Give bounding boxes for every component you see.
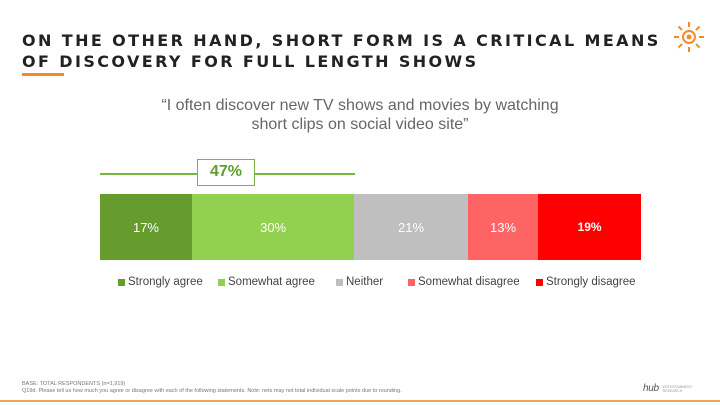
legend-swatch bbox=[408, 278, 415, 286]
legend-item: Somewhat agree bbox=[218, 276, 315, 288]
sun-icon bbox=[674, 22, 704, 52]
legend-swatch bbox=[536, 278, 543, 286]
bar-segment-strongly-disagree: 19% bbox=[538, 194, 641, 260]
bar-segment-somewhat-agree: 30% bbox=[191, 194, 355, 260]
legend-label: Somewhat disagree bbox=[418, 276, 520, 288]
title-underline bbox=[22, 73, 64, 76]
data-label: 19% bbox=[577, 220, 602, 234]
footnote-question: Q19d. Please tell us how much you agree … bbox=[22, 388, 402, 394]
data-label: 21% bbox=[398, 219, 425, 235]
survey-quote: “I often discover new TV shows and movie… bbox=[161, 97, 559, 133]
bar-segment-somewhat-disagree: 13% bbox=[467, 194, 539, 260]
bottom-rule bbox=[0, 400, 720, 402]
legend-item: Somewhat disagree bbox=[408, 276, 520, 288]
chart-legend: Strongly agree Somewhat agree Neither Somew… bbox=[118, 276, 678, 290]
brand-subtitle: ENTERTAINMENT RESEARCH bbox=[662, 384, 693, 393]
brand-logo: hub ENTERTAINMENT RESEARCH bbox=[643, 383, 693, 394]
legend-item: Strongly agree bbox=[118, 276, 203, 288]
stacked-bar: 17% 30% 21% 13% 19% bbox=[100, 194, 641, 260]
legend-item: Neither bbox=[336, 276, 383, 288]
legend-label: Somewhat agree bbox=[228, 276, 315, 288]
footnote: BASE: TOTAL RESPONDENTS (n=1,919) Q19d. … bbox=[22, 381, 582, 395]
bar-segment-strongly-agree: 17% bbox=[100, 194, 192, 260]
page-title: ON THE OTHER HAND, SHORT FORM IS A CRITI… bbox=[22, 31, 661, 71]
data-label: 17% bbox=[132, 219, 159, 235]
bar-segment-neither: 21% bbox=[354, 194, 468, 260]
brand-name: hub bbox=[643, 383, 659, 394]
data-label: 13% bbox=[490, 219, 517, 235]
legend-item: Strongly disagree bbox=[536, 276, 636, 288]
footnote-base: BASE: TOTAL RESPONDENTS (n=1,919) bbox=[22, 381, 126, 387]
legend-swatch bbox=[336, 278, 343, 286]
data-label: 30% bbox=[260, 219, 287, 235]
legend-swatch bbox=[118, 278, 125, 286]
net-agree-label: 47% bbox=[197, 159, 255, 186]
legend-swatch bbox=[218, 278, 225, 286]
legend-label: Strongly agree bbox=[128, 276, 203, 288]
legend-label: Strongly disagree bbox=[546, 276, 636, 288]
legend-label: Neither bbox=[346, 276, 384, 288]
